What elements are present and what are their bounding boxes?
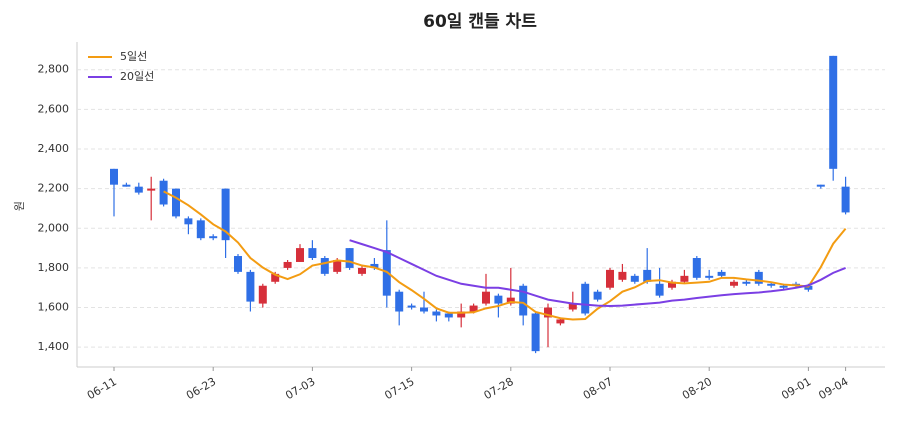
candle-body — [196, 220, 205, 239]
candle-body — [296, 248, 304, 262]
candle-body — [209, 236, 218, 239]
candle-body — [556, 319, 565, 324]
y-tick-label: 1,600 — [38, 301, 70, 314]
legend-label: 5일선 — [120, 49, 147, 63]
candle-body — [184, 218, 193, 225]
candle-body — [680, 275, 689, 282]
y-tick-label: 2,000 — [38, 221, 70, 234]
candle-body — [320, 258, 329, 274]
candle-body — [358, 267, 366, 274]
candle-body — [444, 313, 453, 318]
candle-body — [333, 259, 342, 272]
candle-body — [110, 168, 118, 185]
candle-body — [643, 269, 652, 282]
candle-body — [531, 313, 540, 352]
candle-body — [730, 281, 738, 286]
candle-body — [668, 281, 676, 288]
candle-body — [308, 248, 317, 259]
candle-body — [432, 311, 441, 316]
candle-body — [469, 305, 478, 312]
candle-body — [705, 275, 714, 278]
candle-body — [692, 258, 701, 278]
candle-body — [581, 283, 590, 314]
candle-body — [457, 311, 466, 318]
candle-body — [519, 285, 528, 316]
candle-body — [804, 285, 813, 290]
x-tick-label: 08-07 — [581, 375, 615, 402]
x-tick-label: 07-03 — [283, 375, 317, 402]
x-tick-label: 09-04 — [816, 375, 850, 402]
candle-body — [221, 188, 230, 241]
legend-label: 20일선 — [120, 69, 154, 83]
candle-body — [283, 261, 292, 268]
candle-body — [345, 248, 354, 268]
candle-body — [395, 291, 404, 312]
candle-body — [717, 271, 726, 276]
y-axis-label: 원 — [13, 201, 26, 211]
candle-body — [407, 305, 416, 308]
y-tick-label: 2,600 — [38, 102, 70, 115]
candle-body — [568, 303, 577, 310]
x-tick-label: 06-11 — [85, 375, 119, 402]
y-tick-label: 1,800 — [38, 261, 70, 274]
candle-body — [482, 291, 490, 304]
y-tick-label: 1,400 — [38, 340, 70, 353]
y-tick-label: 2,800 — [38, 63, 70, 76]
candle-body — [246, 271, 255, 302]
candle-body — [147, 188, 156, 191]
candle-body — [494, 295, 503, 304]
y-tick-label: 2,400 — [38, 142, 70, 155]
candle-body — [544, 307, 552, 318]
candle-body — [655, 283, 664, 296]
x-tick-label: 09-01 — [779, 375, 813, 402]
candle-body — [829, 55, 838, 169]
x-tick-label: 06-23 — [184, 375, 218, 402]
candle-body — [779, 285, 788, 288]
candle-body — [420, 307, 428, 312]
candle-body — [618, 271, 627, 280]
candle-body — [370, 263, 379, 268]
candle-body — [630, 275, 639, 282]
candle-body — [122, 184, 131, 187]
candle-body — [767, 283, 776, 286]
ma-line — [349, 239, 846, 307]
candle-body — [593, 291, 602, 300]
candle-body — [134, 186, 143, 193]
candle-body — [816, 184, 825, 187]
candle-body — [271, 273, 280, 282]
candle-body — [754, 271, 763, 284]
candle-body — [506, 297, 515, 304]
ma-line — [163, 190, 847, 321]
y-tick-label: 2,200 — [38, 182, 70, 195]
x-tick-label: 08-20 — [680, 375, 714, 402]
candle-body — [258, 285, 267, 304]
chart-title: 60일 캔들 차트 — [423, 12, 537, 32]
candle-body — [606, 269, 614, 288]
candle-body — [742, 281, 751, 284]
x-tick-label: 07-28 — [482, 375, 516, 402]
candle-body — [234, 256, 242, 272]
x-tick-label: 07-15 — [382, 375, 416, 402]
candle-body — [159, 180, 168, 205]
candle-body — [172, 188, 180, 217]
candle-body — [841, 186, 850, 213]
